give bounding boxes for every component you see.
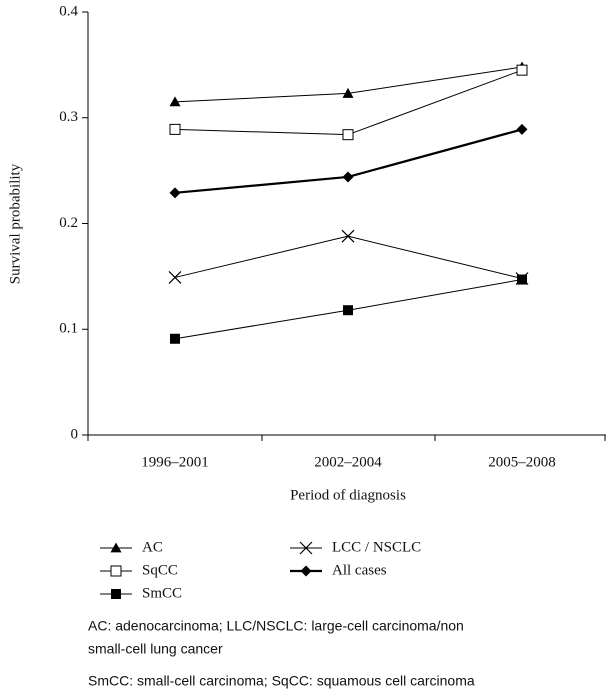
- footnote: AC: adenocarcinoma; LLC/NSCLC: large-cel…: [88, 618, 464, 634]
- marker: [342, 129, 354, 141]
- legend-label: AC: [142, 539, 163, 555]
- y-tick-label: 0.3: [59, 109, 78, 125]
- marker: [341, 229, 355, 243]
- legend-label: SqCC: [142, 562, 178, 578]
- marker: [170, 333, 180, 344]
- legend-label: LCC / NSCLC: [332, 539, 421, 555]
- y-tick-label: 0.4: [59, 3, 78, 19]
- marker: [111, 589, 121, 599]
- marker: [516, 64, 528, 76]
- marker: [168, 271, 182, 284]
- marker: [342, 87, 354, 98]
- legend-label: All cases: [332, 562, 387, 578]
- y-axis-label: Survival probability: [7, 163, 23, 284]
- x-tick-label: 2002–2004: [314, 454, 382, 470]
- y-tick-label: 0: [71, 426, 79, 442]
- marker: [516, 123, 528, 135]
- x-axis-label: Period of diagnosis: [290, 487, 406, 503]
- marker: [515, 272, 529, 285]
- marker: [169, 96, 181, 107]
- y-tick-label: 0.2: [59, 215, 78, 231]
- marker: [343, 305, 353, 316]
- footnote: small-cell lung cancer: [88, 641, 223, 657]
- series-line: [174, 235, 523, 279]
- y-tick-label: 0.1: [59, 321, 78, 337]
- marker: [342, 171, 354, 183]
- x-tick-label: 1996–2001: [141, 454, 209, 470]
- x-tick-label: 2005–2008: [488, 454, 556, 470]
- marker: [299, 541, 313, 555]
- marker: [300, 565, 312, 577]
- legend-label: SmCC: [142, 585, 182, 601]
- marker: [169, 123, 181, 135]
- series-line: [174, 69, 523, 136]
- footnote: SmCC: small-cell carcinoma; SqCC: squamo…: [88, 673, 475, 689]
- marker: [110, 542, 122, 553]
- marker: [517, 274, 527, 285]
- marker: [110, 565, 122, 577]
- marker: [169, 187, 181, 199]
